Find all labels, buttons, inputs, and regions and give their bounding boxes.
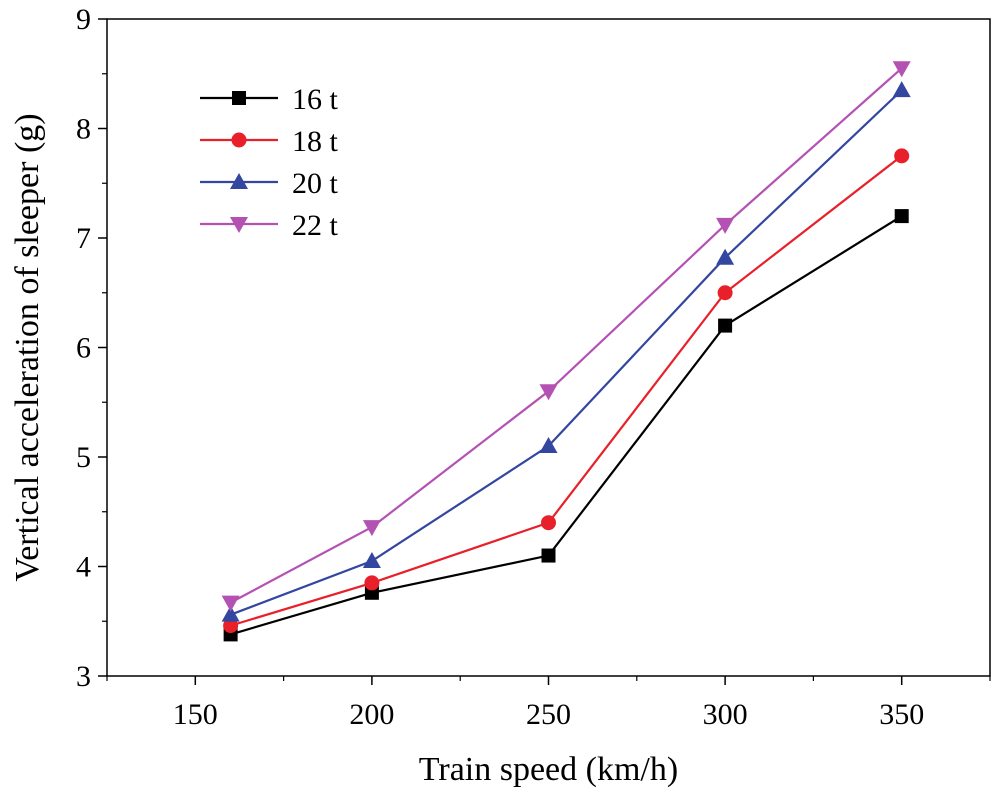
legend-label: 22 t [292, 209, 339, 242]
legend-item: 18 t [200, 125, 339, 158]
data-point [718, 318, 733, 333]
y-tick-label: 9 [76, 3, 91, 36]
data-point [221, 595, 240, 612]
y-tick-label: 8 [76, 113, 91, 146]
data-point [221, 605, 240, 622]
series-20-t [221, 81, 911, 622]
series-16-t [223, 209, 909, 642]
legend-marker [231, 132, 247, 148]
y-tick-label: 5 [76, 441, 91, 474]
data-point [362, 520, 381, 537]
data-point [362, 552, 381, 569]
legend-item: 20 t [200, 167, 339, 200]
data-point [364, 575, 380, 591]
legend-item: 22 t [200, 209, 339, 242]
x-tick-label: 150 [173, 698, 218, 731]
data-point [892, 81, 911, 98]
data-point [716, 217, 735, 234]
y-tick-label: 3 [76, 660, 91, 693]
series-group [221, 61, 911, 642]
data-point [541, 548, 556, 563]
legend-marker [230, 217, 248, 233]
x-tick-label: 300 [703, 698, 748, 731]
series-22-t [221, 61, 911, 612]
x-tick-label: 200 [349, 698, 394, 731]
legend-item: 16 t [200, 83, 339, 116]
data-point [894, 148, 910, 164]
data-point [541, 515, 556, 531]
legend: 16 t 18 t 20 t 22 t [200, 83, 339, 242]
plot-frame [106, 18, 991, 677]
legend-label: 18 t [292, 125, 339, 158]
data-point [223, 618, 239, 634]
data-point [892, 61, 911, 78]
data-point [539, 437, 558, 454]
x-tick-label: 250 [526, 698, 571, 731]
legend-marker [230, 173, 248, 189]
legend-label: 16 t [292, 83, 339, 116]
legend-label: 20 t [292, 167, 339, 200]
y-tick-label: 7 [76, 222, 91, 255]
data-point [539, 384, 558, 401]
series-line [230, 215, 903, 636]
y-tick-label: 4 [76, 551, 91, 584]
data-point [717, 285, 733, 301]
x-axis-title: Train speed (km/h) [419, 751, 678, 788]
legend-marker [232, 91, 246, 105]
data-point [716, 248, 735, 265]
series-18-t [223, 148, 910, 634]
axes: 150 200 250 300 350 3 4 5 6 7 8 9 [76, 3, 991, 731]
y-tick-label: 6 [76, 332, 91, 365]
data-point [894, 209, 909, 224]
x-tick-label: 350 [879, 698, 924, 731]
y-axis-title: Vertical acceleration of sleeper (g) [9, 113, 46, 581]
